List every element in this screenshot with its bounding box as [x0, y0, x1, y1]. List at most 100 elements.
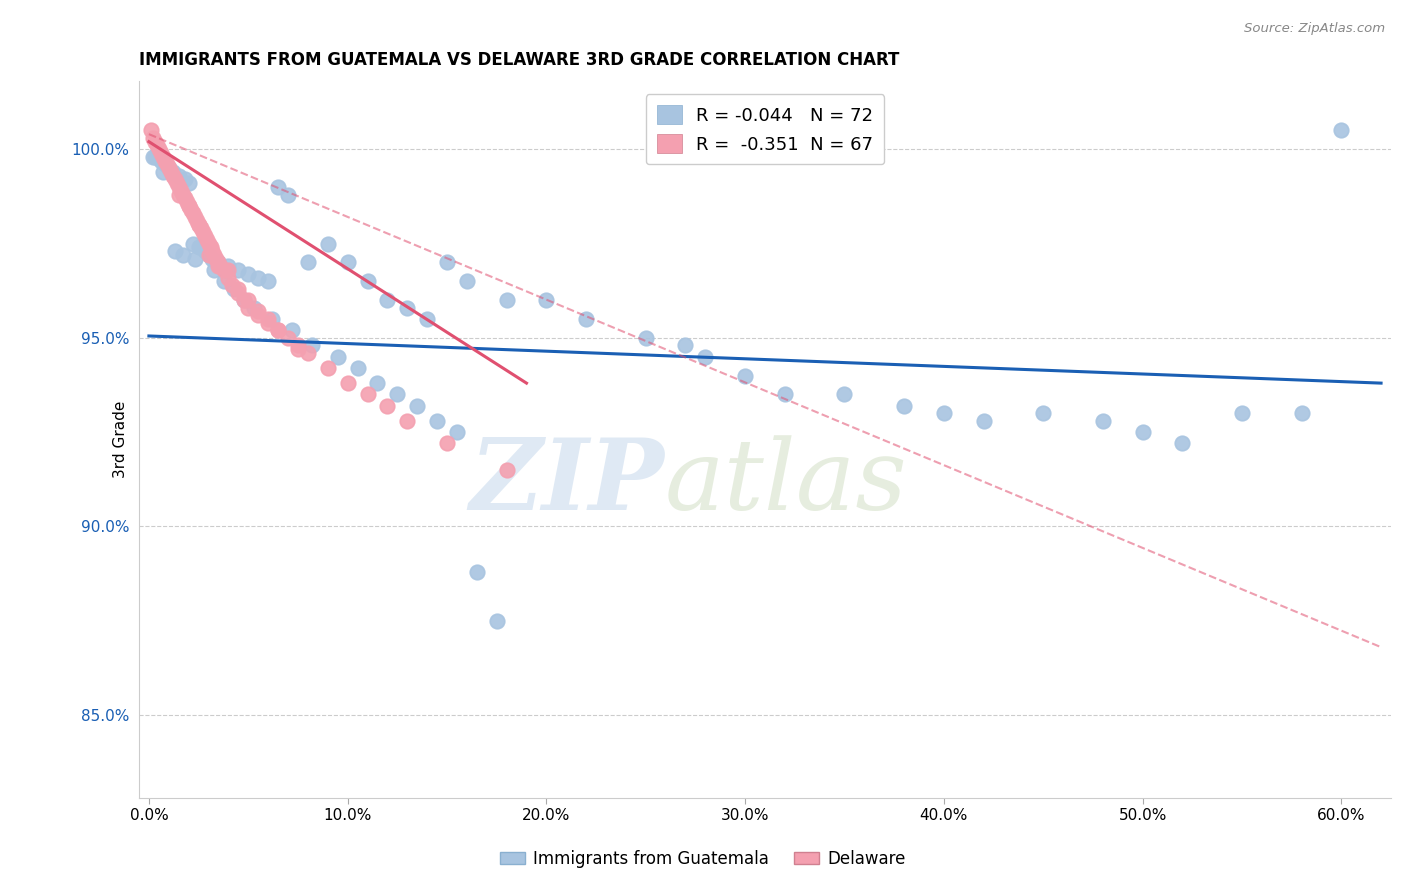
- Point: [675, 338, 697, 352]
- Point: [177, 199, 200, 213]
- Point: [187, 218, 209, 232]
- Point: [183, 210, 205, 224]
- Point: [197, 248, 219, 262]
- Point: [142, 150, 165, 164]
- Point: [1032, 406, 1054, 420]
- Point: [1291, 406, 1313, 420]
- Text: IMMIGRANTS FROM GUATEMALA VS DELAWARE 3RD GRADE CORRELATION CHART: IMMIGRANTS FROM GUATEMALA VS DELAWARE 3R…: [139, 51, 900, 69]
- Point: [228, 282, 250, 296]
- Point: [207, 259, 229, 273]
- Point: [238, 293, 260, 307]
- Point: [193, 244, 215, 258]
- Point: [193, 229, 215, 244]
- Point: [233, 293, 256, 307]
- Point: [207, 255, 229, 269]
- Point: [201, 244, 224, 258]
- Point: [143, 150, 166, 164]
- Point: [172, 248, 194, 262]
- Point: [634, 331, 657, 345]
- Point: [247, 304, 270, 318]
- Point: [209, 259, 232, 273]
- Point: [156, 157, 179, 171]
- Point: [146, 138, 169, 153]
- Point: [262, 312, 284, 326]
- Point: [336, 376, 359, 391]
- Point: [214, 274, 236, 288]
- Point: [346, 361, 368, 376]
- Point: [387, 387, 409, 401]
- Point: [257, 312, 280, 326]
- Point: [238, 301, 260, 315]
- Point: [257, 274, 280, 288]
- Point: [316, 236, 339, 251]
- Point: [267, 323, 290, 337]
- Point: [224, 282, 246, 296]
- Point: [221, 278, 243, 293]
- Point: [217, 270, 239, 285]
- Point: [243, 301, 266, 315]
- Point: [436, 255, 458, 269]
- Point: [207, 255, 229, 269]
- Point: [233, 293, 256, 307]
- Point: [170, 184, 193, 198]
- Point: [167, 169, 190, 183]
- Point: [1230, 406, 1253, 420]
- Point: [143, 135, 166, 149]
- Legend: R = -0.044   N = 72, R =  -0.351  N = 67: R = -0.044 N = 72, R = -0.351 N = 67: [645, 94, 884, 164]
- Point: [287, 338, 309, 352]
- Point: [142, 131, 165, 145]
- Point: [834, 387, 856, 401]
- Point: [1091, 414, 1114, 428]
- Point: [152, 150, 174, 164]
- Point: [281, 323, 304, 337]
- Point: [228, 263, 250, 277]
- Point: [396, 414, 419, 428]
- Point: [356, 387, 378, 401]
- Point: [217, 263, 239, 277]
- Point: [734, 368, 756, 383]
- Point: [257, 316, 280, 330]
- Point: [159, 165, 181, 179]
- Point: [893, 399, 915, 413]
- Point: [396, 301, 419, 315]
- Point: [277, 331, 299, 345]
- Point: [173, 172, 195, 186]
- Point: [167, 187, 190, 202]
- Point: [183, 252, 205, 266]
- Point: [157, 161, 180, 175]
- Point: [366, 376, 388, 391]
- Point: [181, 206, 204, 220]
- Point: [166, 176, 188, 190]
- Point: [197, 236, 219, 251]
- Point: [277, 187, 299, 202]
- Point: [485, 614, 508, 628]
- Point: [377, 293, 399, 307]
- Point: [162, 169, 184, 183]
- Point: [377, 399, 399, 413]
- Point: [191, 225, 214, 239]
- Legend: Immigrants from Guatemala, Delaware: Immigrants from Guatemala, Delaware: [494, 844, 912, 875]
- Point: [267, 323, 290, 337]
- Point: [149, 146, 172, 161]
- Point: [187, 240, 209, 254]
- Point: [163, 172, 186, 186]
- Point: [695, 350, 717, 364]
- Point: [436, 436, 458, 450]
- Point: [238, 267, 260, 281]
- Point: [177, 176, 200, 190]
- Point: [287, 342, 309, 356]
- Point: [426, 414, 449, 428]
- Point: [932, 406, 955, 420]
- Point: [200, 240, 222, 254]
- Point: [228, 285, 250, 300]
- Point: [456, 274, 478, 288]
- Point: [267, 180, 290, 194]
- Point: [197, 248, 219, 262]
- Point: [973, 414, 995, 428]
- Point: [204, 248, 226, 262]
- Point: [247, 308, 270, 322]
- Y-axis label: 3rd Grade: 3rd Grade: [112, 401, 128, 478]
- Point: [217, 259, 239, 273]
- Point: [177, 199, 200, 213]
- Point: [465, 565, 488, 579]
